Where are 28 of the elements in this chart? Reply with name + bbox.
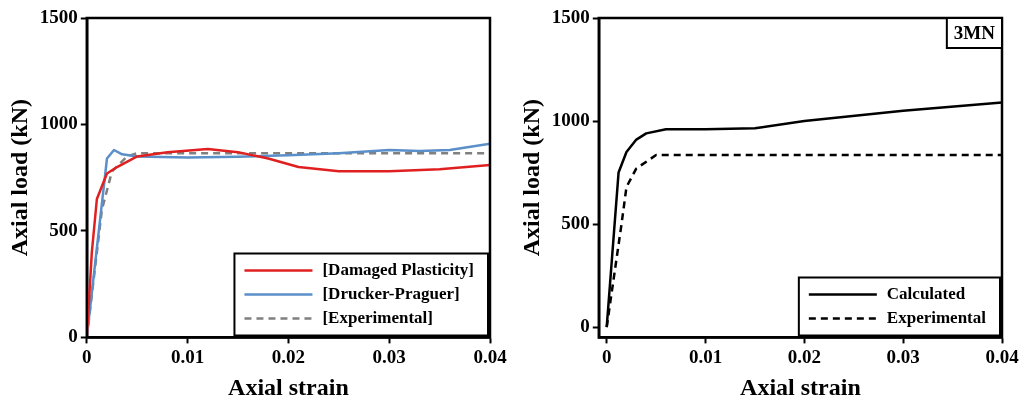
x-axis-title: Axial strain: [740, 373, 861, 400]
x-tick-label: 0.02: [787, 345, 821, 367]
y-tick-label: 1000: [39, 112, 78, 134]
y-tick-label: 0: [68, 325, 78, 347]
x-tick-label: 0.04: [473, 345, 508, 367]
y-tick-label: 1500: [39, 5, 78, 27]
x-tick-label: 0.03: [886, 345, 920, 367]
x-tick-label: 0: [82, 345, 92, 367]
x-tick-label: 0.04: [985, 345, 1020, 367]
legend-label: Experimental: [886, 307, 987, 327]
x-tick-label: 0: [601, 345, 612, 367]
x-tick-label: 0.01: [688, 345, 723, 367]
y-axis-title: Axial load (kN): [5, 99, 32, 257]
y-axis-title: Axial load (kN): [517, 99, 544, 257]
legend-label: [Experimental]: [322, 307, 433, 327]
y-tick-label: 500: [561, 211, 590, 233]
y-tick-label: 0: [580, 315, 590, 336]
x-tick-label: 0.03: [372, 345, 406, 367]
legend-label: Calculated: [886, 283, 966, 303]
x-tick-label: 0.02: [271, 345, 306, 367]
y-tick-label: 500: [49, 218, 78, 240]
legend-label: [Drucker-Praguer]: [322, 283, 460, 303]
annotation: 3MN: [953, 21, 996, 43]
x-axis-title: Axial strain: [228, 373, 349, 400]
y-tick-label: 1000: [551, 108, 590, 130]
legend-label: [Damaged Plasticity]: [322, 259, 475, 279]
y-tick-label: 1500: [551, 5, 590, 27]
x-tick-label: 0.01: [170, 345, 205, 367]
